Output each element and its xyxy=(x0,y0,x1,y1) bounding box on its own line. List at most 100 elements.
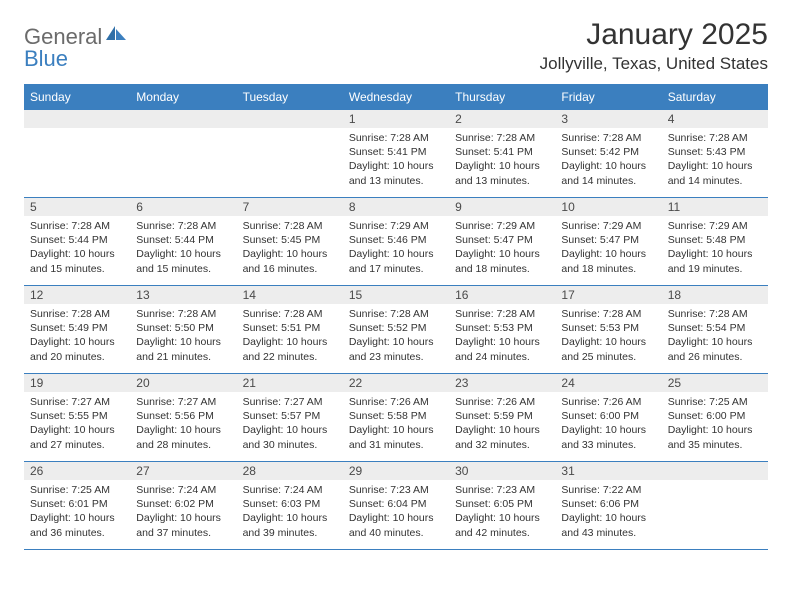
day-details: Sunrise: 7:27 AMSunset: 5:56 PMDaylight:… xyxy=(130,392,236,458)
day-number: 4 xyxy=(662,110,768,128)
weekday-header: Wednesday xyxy=(343,85,449,110)
day-number: 24 xyxy=(555,374,661,392)
day-number: 29 xyxy=(343,462,449,480)
calendar-day-cell: 17Sunrise: 7:28 AMSunset: 5:53 PMDayligh… xyxy=(555,286,661,374)
calendar-week-row: 26Sunrise: 7:25 AMSunset: 6:01 PMDayligh… xyxy=(24,462,768,550)
title-block: January 2025 Jollyville, Texas, United S… xyxy=(540,18,768,74)
day-number: 26 xyxy=(24,462,130,480)
day-number: 22 xyxy=(343,374,449,392)
calendar-week-row: 5Sunrise: 7:28 AMSunset: 5:44 PMDaylight… xyxy=(24,198,768,286)
calendar-day-cell: 21Sunrise: 7:27 AMSunset: 5:57 PMDayligh… xyxy=(237,374,343,462)
calendar-day-cell: 6Sunrise: 7:28 AMSunset: 5:44 PMDaylight… xyxy=(130,198,236,286)
calendar-day-cell: 14Sunrise: 7:28 AMSunset: 5:51 PMDayligh… xyxy=(237,286,343,374)
calendar-day-cell: 8Sunrise: 7:29 AMSunset: 5:46 PMDaylight… xyxy=(343,198,449,286)
calendar-day-cell: 24Sunrise: 7:26 AMSunset: 6:00 PMDayligh… xyxy=(555,374,661,462)
weekday-header: Monday xyxy=(130,85,236,110)
empty-day xyxy=(237,110,343,128)
header: General January 2025 Jollyville, Texas, … xyxy=(24,18,768,74)
day-number: 13 xyxy=(130,286,236,304)
day-details: Sunrise: 7:23 AMSunset: 6:05 PMDaylight:… xyxy=(449,480,555,546)
day-details: Sunrise: 7:29 AMSunset: 5:48 PMDaylight:… xyxy=(662,216,768,282)
calendar-day-cell: 30Sunrise: 7:23 AMSunset: 6:05 PMDayligh… xyxy=(449,462,555,550)
calendar-day-cell: 13Sunrise: 7:28 AMSunset: 5:50 PMDayligh… xyxy=(130,286,236,374)
day-details: Sunrise: 7:27 AMSunset: 5:57 PMDaylight:… xyxy=(237,392,343,458)
day-details: Sunrise: 7:29 AMSunset: 5:47 PMDaylight:… xyxy=(555,216,661,282)
calendar-table: SundayMondayTuesdayWednesdayThursdayFrid… xyxy=(24,84,768,550)
weekday-header: Thursday xyxy=(449,85,555,110)
day-details: Sunrise: 7:24 AMSunset: 6:02 PMDaylight:… xyxy=(130,480,236,546)
day-details: Sunrise: 7:26 AMSunset: 6:00 PMDaylight:… xyxy=(555,392,661,458)
day-number: 2 xyxy=(449,110,555,128)
calendar-day-cell: 29Sunrise: 7:23 AMSunset: 6:04 PMDayligh… xyxy=(343,462,449,550)
calendar-day-cell xyxy=(24,110,130,198)
day-details: Sunrise: 7:26 AMSunset: 5:59 PMDaylight:… xyxy=(449,392,555,458)
day-details: Sunrise: 7:28 AMSunset: 5:45 PMDaylight:… xyxy=(237,216,343,282)
day-number: 6 xyxy=(130,198,236,216)
day-details: Sunrise: 7:28 AMSunset: 5:41 PMDaylight:… xyxy=(449,128,555,194)
day-number: 8 xyxy=(343,198,449,216)
day-number: 17 xyxy=(555,286,661,304)
calendar-day-cell: 9Sunrise: 7:29 AMSunset: 5:47 PMDaylight… xyxy=(449,198,555,286)
calendar-day-cell: 23Sunrise: 7:26 AMSunset: 5:59 PMDayligh… xyxy=(449,374,555,462)
calendar-day-cell: 3Sunrise: 7:28 AMSunset: 5:42 PMDaylight… xyxy=(555,110,661,198)
day-number: 25 xyxy=(662,374,768,392)
day-number: 7 xyxy=(237,198,343,216)
day-details: Sunrise: 7:28 AMSunset: 5:50 PMDaylight:… xyxy=(130,304,236,370)
logo-line2: Blue xyxy=(24,46,68,72)
day-number: 30 xyxy=(449,462,555,480)
calendar-day-cell: 7Sunrise: 7:28 AMSunset: 5:45 PMDaylight… xyxy=(237,198,343,286)
day-number: 3 xyxy=(555,110,661,128)
day-details: Sunrise: 7:28 AMSunset: 5:49 PMDaylight:… xyxy=(24,304,130,370)
calendar-day-cell: 18Sunrise: 7:28 AMSunset: 5:54 PMDayligh… xyxy=(662,286,768,374)
calendar-day-cell xyxy=(662,462,768,550)
weekday-header: Friday xyxy=(555,85,661,110)
day-details: Sunrise: 7:23 AMSunset: 6:04 PMDaylight:… xyxy=(343,480,449,546)
calendar-week-row: 1Sunrise: 7:28 AMSunset: 5:41 PMDaylight… xyxy=(24,110,768,198)
day-details: Sunrise: 7:28 AMSunset: 5:44 PMDaylight:… xyxy=(130,216,236,282)
day-number: 31 xyxy=(555,462,661,480)
day-details: Sunrise: 7:28 AMSunset: 5:43 PMDaylight:… xyxy=(662,128,768,194)
day-details: Sunrise: 7:28 AMSunset: 5:53 PMDaylight:… xyxy=(449,304,555,370)
calendar-header-row: SundayMondayTuesdayWednesdayThursdayFrid… xyxy=(24,85,768,110)
calendar-body: 1Sunrise: 7:28 AMSunset: 5:41 PMDaylight… xyxy=(24,110,768,550)
day-number: 15 xyxy=(343,286,449,304)
calendar-week-row: 19Sunrise: 7:27 AMSunset: 5:55 PMDayligh… xyxy=(24,374,768,462)
day-details: Sunrise: 7:29 AMSunset: 5:47 PMDaylight:… xyxy=(449,216,555,282)
calendar-day-cell: 31Sunrise: 7:22 AMSunset: 6:06 PMDayligh… xyxy=(555,462,661,550)
logo-sail-icon xyxy=(106,26,126,40)
day-number: 12 xyxy=(24,286,130,304)
day-number: 11 xyxy=(662,198,768,216)
day-details: Sunrise: 7:27 AMSunset: 5:55 PMDaylight:… xyxy=(24,392,130,458)
day-details: Sunrise: 7:28 AMSunset: 5:53 PMDaylight:… xyxy=(555,304,661,370)
calendar-day-cell: 4Sunrise: 7:28 AMSunset: 5:43 PMDaylight… xyxy=(662,110,768,198)
calendar-day-cell xyxy=(237,110,343,198)
calendar-day-cell: 22Sunrise: 7:26 AMSunset: 5:58 PMDayligh… xyxy=(343,374,449,462)
calendar-day-cell: 25Sunrise: 7:25 AMSunset: 6:00 PMDayligh… xyxy=(662,374,768,462)
day-details: Sunrise: 7:25 AMSunset: 6:00 PMDaylight:… xyxy=(662,392,768,458)
calendar-day-cell: 20Sunrise: 7:27 AMSunset: 5:56 PMDayligh… xyxy=(130,374,236,462)
calendar-day-cell: 10Sunrise: 7:29 AMSunset: 5:47 PMDayligh… xyxy=(555,198,661,286)
empty-day xyxy=(662,462,768,480)
calendar-day-cell: 19Sunrise: 7:27 AMSunset: 5:55 PMDayligh… xyxy=(24,374,130,462)
day-details: Sunrise: 7:28 AMSunset: 5:42 PMDaylight:… xyxy=(555,128,661,194)
day-number: 21 xyxy=(237,374,343,392)
day-details: Sunrise: 7:28 AMSunset: 5:41 PMDaylight:… xyxy=(343,128,449,194)
month-title: January 2025 xyxy=(540,18,768,52)
day-number: 18 xyxy=(662,286,768,304)
day-number: 10 xyxy=(555,198,661,216)
weekday-header: Saturday xyxy=(662,85,768,110)
logo-text-blue: Blue xyxy=(24,46,68,71)
calendar-week-row: 12Sunrise: 7:28 AMSunset: 5:49 PMDayligh… xyxy=(24,286,768,374)
weekday-header: Sunday xyxy=(24,85,130,110)
calendar-day-cell: 26Sunrise: 7:25 AMSunset: 6:01 PMDayligh… xyxy=(24,462,130,550)
day-number: 5 xyxy=(24,198,130,216)
calendar-day-cell: 2Sunrise: 7:28 AMSunset: 5:41 PMDaylight… xyxy=(449,110,555,198)
calendar-day-cell: 27Sunrise: 7:24 AMSunset: 6:02 PMDayligh… xyxy=(130,462,236,550)
day-number: 19 xyxy=(24,374,130,392)
day-details: Sunrise: 7:28 AMSunset: 5:52 PMDaylight:… xyxy=(343,304,449,370)
calendar-day-cell: 5Sunrise: 7:28 AMSunset: 5:44 PMDaylight… xyxy=(24,198,130,286)
day-details: Sunrise: 7:28 AMSunset: 5:54 PMDaylight:… xyxy=(662,304,768,370)
calendar-day-cell xyxy=(130,110,236,198)
day-number: 20 xyxy=(130,374,236,392)
day-details: Sunrise: 7:25 AMSunset: 6:01 PMDaylight:… xyxy=(24,480,130,546)
